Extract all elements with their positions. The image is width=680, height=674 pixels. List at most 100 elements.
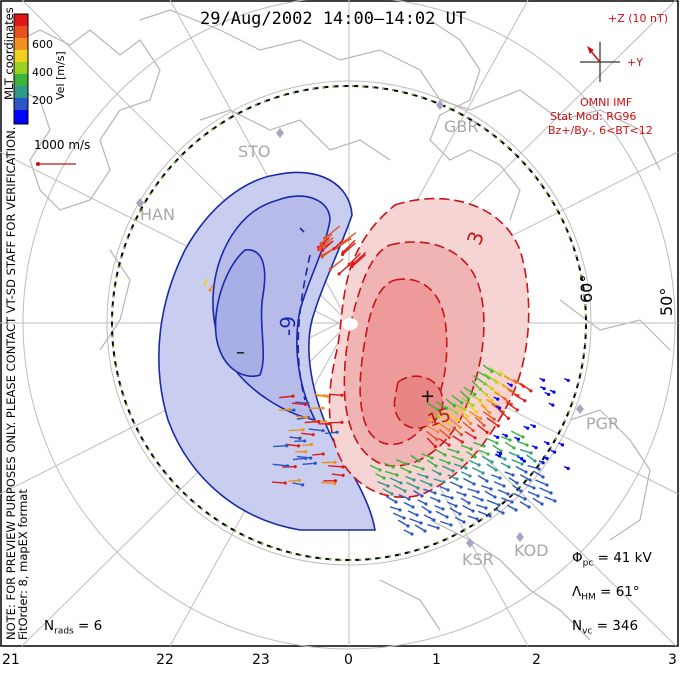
velocity-vector [519,474,531,481]
velocity-vector [440,493,453,499]
velocity-vector-origin [436,526,440,530]
velocity-vector [453,402,466,411]
velocity-vector [544,496,556,502]
velocity-vector-origin [524,470,528,474]
velocity-vector [464,430,476,439]
contour-label-neg9: -9 [276,316,300,336]
map-title: 29/Aug/2002 14:00–14:02 UT [200,9,467,29]
velocity-vector-origin [553,499,557,503]
velocity-vector-origin [352,261,356,266]
velocity-vector [438,458,450,464]
colorbar-label: Vel [m/s] [54,51,67,100]
negative-cell [158,171,376,531]
velocity-vector [438,438,450,446]
velocity-vector-origin [498,373,502,377]
velocity-vector-origin [285,444,289,448]
velocity-vector-origin [534,446,538,450]
velocity-vector-origin [516,437,520,441]
velocity-vector-origin [490,398,494,402]
velocity-vector-origin [463,407,467,412]
velocity-vector [466,403,478,413]
velocity-vector-origin [542,386,546,391]
velocity-vector [301,432,314,436]
velocity-vector-origin [321,406,325,410]
hm-boundary-vectors [111,85,587,561]
velocity-vector [409,518,422,524]
velocity-vector [423,514,435,521]
velocity-vector-origin [476,490,480,494]
velocity-vector-origin [323,420,328,424]
velocity-vector [446,412,459,421]
lambda-value: = 61° [600,584,640,600]
velocity-vector-origin [515,408,519,412]
colorbar-tick-200: 200 [32,94,53,107]
velocity-vector-origin [283,481,287,485]
velocity-vector-origin [313,461,317,465]
velocity-vector-origin [460,458,464,462]
velocity-vector [461,397,474,406]
velocity-vector-origin [527,505,531,509]
velocity-vector-origin [428,510,432,514]
velocity-vector-origin [410,532,414,536]
velocity-vector-origin [415,513,419,517]
velocity-vector-origin [382,476,386,480]
velocity-vector [384,470,398,476]
velocity-vector-origin [436,430,440,434]
velocity-vector-origin [416,486,420,490]
velocity-vector [449,507,461,515]
velocity-vector [488,367,501,376]
velocity-vector [477,371,490,379]
velocity-vector-origin [503,457,507,461]
velocity-vector-origin [411,505,415,509]
velocity-vector-origin [399,481,403,485]
velocity-vector-origin [436,415,441,419]
velocity-vector-origin [318,246,322,250]
velocity-vector [441,465,454,472]
velocity-vector-origin [525,443,529,447]
velocity-vector [492,444,502,452]
velocity-vector [342,239,356,253]
velocity-vector-origin [317,419,321,424]
velocity-vector-origin [305,415,309,420]
velocity-vector [426,437,436,448]
imf-plus-y: +Y [627,56,643,69]
velocity-vector-origin [435,437,439,441]
velocity-vector-origin [523,399,527,403]
velocity-vector-origin [459,485,463,489]
velocity-vector-origin [333,482,337,486]
mlt-tick-2: 2 [532,652,541,668]
velocity-vector [435,401,447,409]
velocity-vector [454,516,465,523]
colorbar-tick-400: 400 [32,66,53,79]
velocity-vector-origin [436,423,440,427]
velocity-vector [463,477,475,485]
phi-value: = 41 kV [597,550,652,566]
velocity-vector-origin [390,492,394,496]
velocity-vector-origin [553,450,557,454]
velocity-vector-origin [499,449,503,453]
velocity-vector-origin [536,494,540,498]
velocity-vector [449,481,462,488]
velocity-vector-origin [341,465,345,469]
velocity-vector-origin [490,460,494,464]
velocity-vector-origin [447,435,451,440]
nvc-sub: vc [582,626,593,637]
velocity-vector-origin [446,421,451,425]
velocity-vector [272,481,286,484]
velocity-vector [451,395,463,404]
velocity-vector-origin [522,459,527,463]
velocity-vector-origin [520,462,524,466]
velocity-vector-origin [408,470,412,474]
velocity-vector-origin [488,411,492,415]
velocity-vector-origin [398,508,402,512]
velocity-vector-origin [303,439,307,443]
velocity-vector-origin [319,241,323,246]
velocity-vector-origin [497,406,502,410]
station-markers [136,100,584,548]
velocity-vector [460,471,471,477]
velocity-vector-origin [493,495,497,499]
positive-cell [328,197,530,498]
velocity-vector [527,464,540,470]
velocity-vector [473,375,486,385]
velocity-vector [474,416,485,426]
